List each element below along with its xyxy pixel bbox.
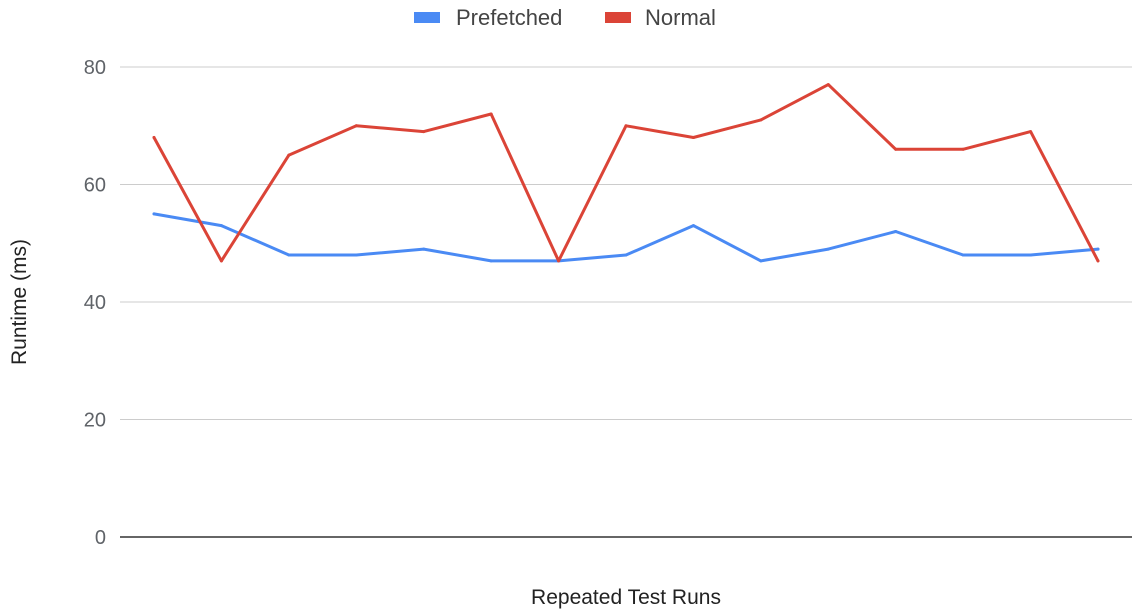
legend-label-prefetched: Prefetched [456,5,562,30]
y-axis-title: Runtime (ms) [8,239,31,365]
data-point-normal-5 [422,130,426,134]
series-layer [152,83,1100,263]
data-point-normal-8 [624,124,628,128]
data-point-normal-2 [219,259,223,263]
data-point-normal-9 [691,136,695,139]
data-point-prefetched-15 [1096,247,1100,251]
y-tick-label: 20 [84,410,106,432]
legend-swatch-normal [605,12,631,23]
y-tick-label: 60 [84,175,106,197]
data-point-prefetched-8 [624,253,628,257]
data-point-normal-4 [354,124,358,128]
x-axis-title: Repeated Test Runs [531,586,721,609]
data-point-prefetched-4 [354,253,358,257]
data-point-prefetched-3 [287,253,291,257]
y-tick-label: 40 [84,292,106,314]
data-point-prefetched-6 [489,259,493,263]
data-point-prefetched-5 [422,247,426,251]
data-point-normal-1 [152,136,156,139]
data-point-prefetched-12 [894,230,898,233]
series-line-normal [152,83,1100,263]
data-point-normal-6 [489,112,493,116]
data-point-prefetched-2 [219,224,223,228]
legend: Prefetched Normal [414,5,716,30]
data-point-normal-13 [961,147,965,151]
data-point-normal-10 [759,118,763,122]
y-tick-label: 0 [95,527,106,549]
data-point-prefetched-13 [961,253,965,257]
data-point-normal-12 [894,147,898,151]
gridlines [120,66,1132,420]
data-point-prefetched-9 [691,224,695,228]
y-tick-label: 80 [84,57,106,79]
data-point-normal-3 [287,153,291,157]
data-point-prefetched-1 [152,212,156,216]
data-point-prefetched-11 [826,247,830,251]
data-point-prefetched-10 [759,259,763,263]
data-point-prefetched-14 [1029,253,1033,257]
y-axis-ticks: 0 20 40 60 80 [84,57,106,549]
data-point-normal-14 [1029,130,1033,134]
legend-label-normal: Normal [645,5,716,30]
data-point-normal-15 [1096,259,1100,263]
legend-swatch-prefetched [414,12,440,23]
data-point-normal-11 [826,83,830,87]
data-point-normal-7 [557,259,561,263]
